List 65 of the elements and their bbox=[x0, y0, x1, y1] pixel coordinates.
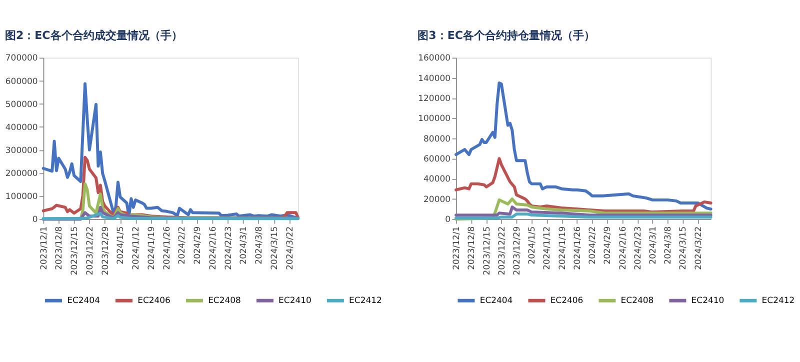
x-tick-label: 2024/3/15 bbox=[678, 226, 689, 270]
x-tick-label: 2024/2/2 bbox=[178, 226, 188, 264]
x-tick-label: 2024/1/19 bbox=[558, 226, 568, 270]
x-tick-label: 2024/2/23 bbox=[633, 226, 644, 270]
x-tick-label: 2024/1/19 bbox=[146, 226, 157, 270]
y-tick-label: 120000 bbox=[418, 94, 451, 104]
x-tick-label: 2023/12/29 bbox=[100, 226, 111, 276]
x-tick-label: 2024/3/15 bbox=[270, 226, 280, 270]
x-tick-label: 2023/12/22 bbox=[85, 226, 96, 276]
chart-title: 图3：EC各个合约持仓量情况（手） bbox=[418, 29, 595, 42]
legend-label: EC2408 bbox=[620, 296, 654, 306]
x-tick-label: 2023/12/8 bbox=[467, 226, 478, 270]
x-tick-label: 2023/12/29 bbox=[512, 226, 522, 276]
legend-label: EC2404 bbox=[480, 296, 513, 306]
legend-label: EC2408 bbox=[208, 296, 241, 306]
x-tick-label: 2023/12/22 bbox=[497, 226, 508, 276]
y-tick-label: 20000 bbox=[424, 194, 451, 205]
x-tick-label: 2024/2/9 bbox=[603, 226, 614, 264]
legend-label: EC2406 bbox=[138, 296, 170, 306]
y-tick-label: 0 bbox=[32, 215, 38, 226]
legend-label: EC2404 bbox=[67, 296, 100, 306]
y-tick-label: 100000 bbox=[418, 114, 451, 124]
x-tick-label: 2023/12/15 bbox=[70, 226, 80, 276]
x-tick-label: 2024/1/26 bbox=[162, 226, 172, 270]
x-tick-label: 2024/2/2 bbox=[588, 226, 598, 264]
y-tick-label: 700000 bbox=[5, 54, 38, 64]
x-tick-label: 2024/1/5 bbox=[116, 226, 126, 264]
x-tick-label: 2023/12/15 bbox=[482, 226, 492, 276]
x-tick-label: 2023/12/1 bbox=[452, 226, 462, 270]
y-tick-label: 60000 bbox=[424, 154, 451, 165]
x-tick-label: 2024/3/22 bbox=[694, 226, 704, 270]
chart-title: 图2：EC各个合约成交量情况（手） bbox=[4, 29, 182, 42]
y-tick-label: 140000 bbox=[418, 74, 451, 84]
y-tick-label: 300000 bbox=[5, 146, 38, 156]
y-tick-label: 100000 bbox=[5, 192, 38, 202]
legend-label: EC2412 bbox=[349, 296, 382, 306]
x-tick-label: 2024/3/1 bbox=[648, 226, 659, 264]
x-tick-label: 2024/3/22 bbox=[285, 226, 296, 270]
x-tick-label: 2024/3/8 bbox=[254, 226, 265, 264]
y-tick-label: 600000 bbox=[5, 76, 38, 87]
y-tick-label: 160000 bbox=[418, 54, 451, 64]
x-tick-label: 2024/2/23 bbox=[224, 226, 234, 270]
y-tick-label: 400000 bbox=[5, 122, 38, 133]
legend-label: EC2410 bbox=[691, 296, 724, 306]
x-tick-label: 2024/1/26 bbox=[572, 226, 583, 270]
line-series bbox=[454, 81, 712, 211]
x-tick-label: 2024/1/12 bbox=[542, 226, 553, 270]
legend-label: EC2406 bbox=[550, 296, 584, 306]
x-tick-label: 2023/12/1 bbox=[39, 226, 50, 270]
x-tick-label: 2024/1/5 bbox=[528, 226, 538, 264]
y-tick-label: 500000 bbox=[5, 100, 38, 110]
y-tick-label: 0 bbox=[445, 215, 451, 226]
x-tick-label: 2024/3/8 bbox=[664, 226, 674, 264]
x-tick-label: 2024/1/12 bbox=[132, 226, 142, 270]
x-tick-label: 2023/12/8 bbox=[54, 226, 65, 270]
line-series bbox=[454, 206, 712, 217]
y-tick-label: 40000 bbox=[424, 174, 451, 185]
x-tick-label: 2024/2/9 bbox=[193, 226, 204, 264]
x-tick-label: 2024/2/16 bbox=[618, 226, 628, 270]
y-tick-label: 200000 bbox=[5, 168, 38, 179]
y-tick-label: 80000 bbox=[424, 134, 451, 144]
x-tick-label: 2024/2/16 bbox=[208, 226, 218, 270]
x-tick-label: 2024/3/1 bbox=[239, 226, 250, 264]
legend-label: EC2412 bbox=[762, 296, 795, 306]
legend-label: EC2410 bbox=[278, 296, 312, 306]
